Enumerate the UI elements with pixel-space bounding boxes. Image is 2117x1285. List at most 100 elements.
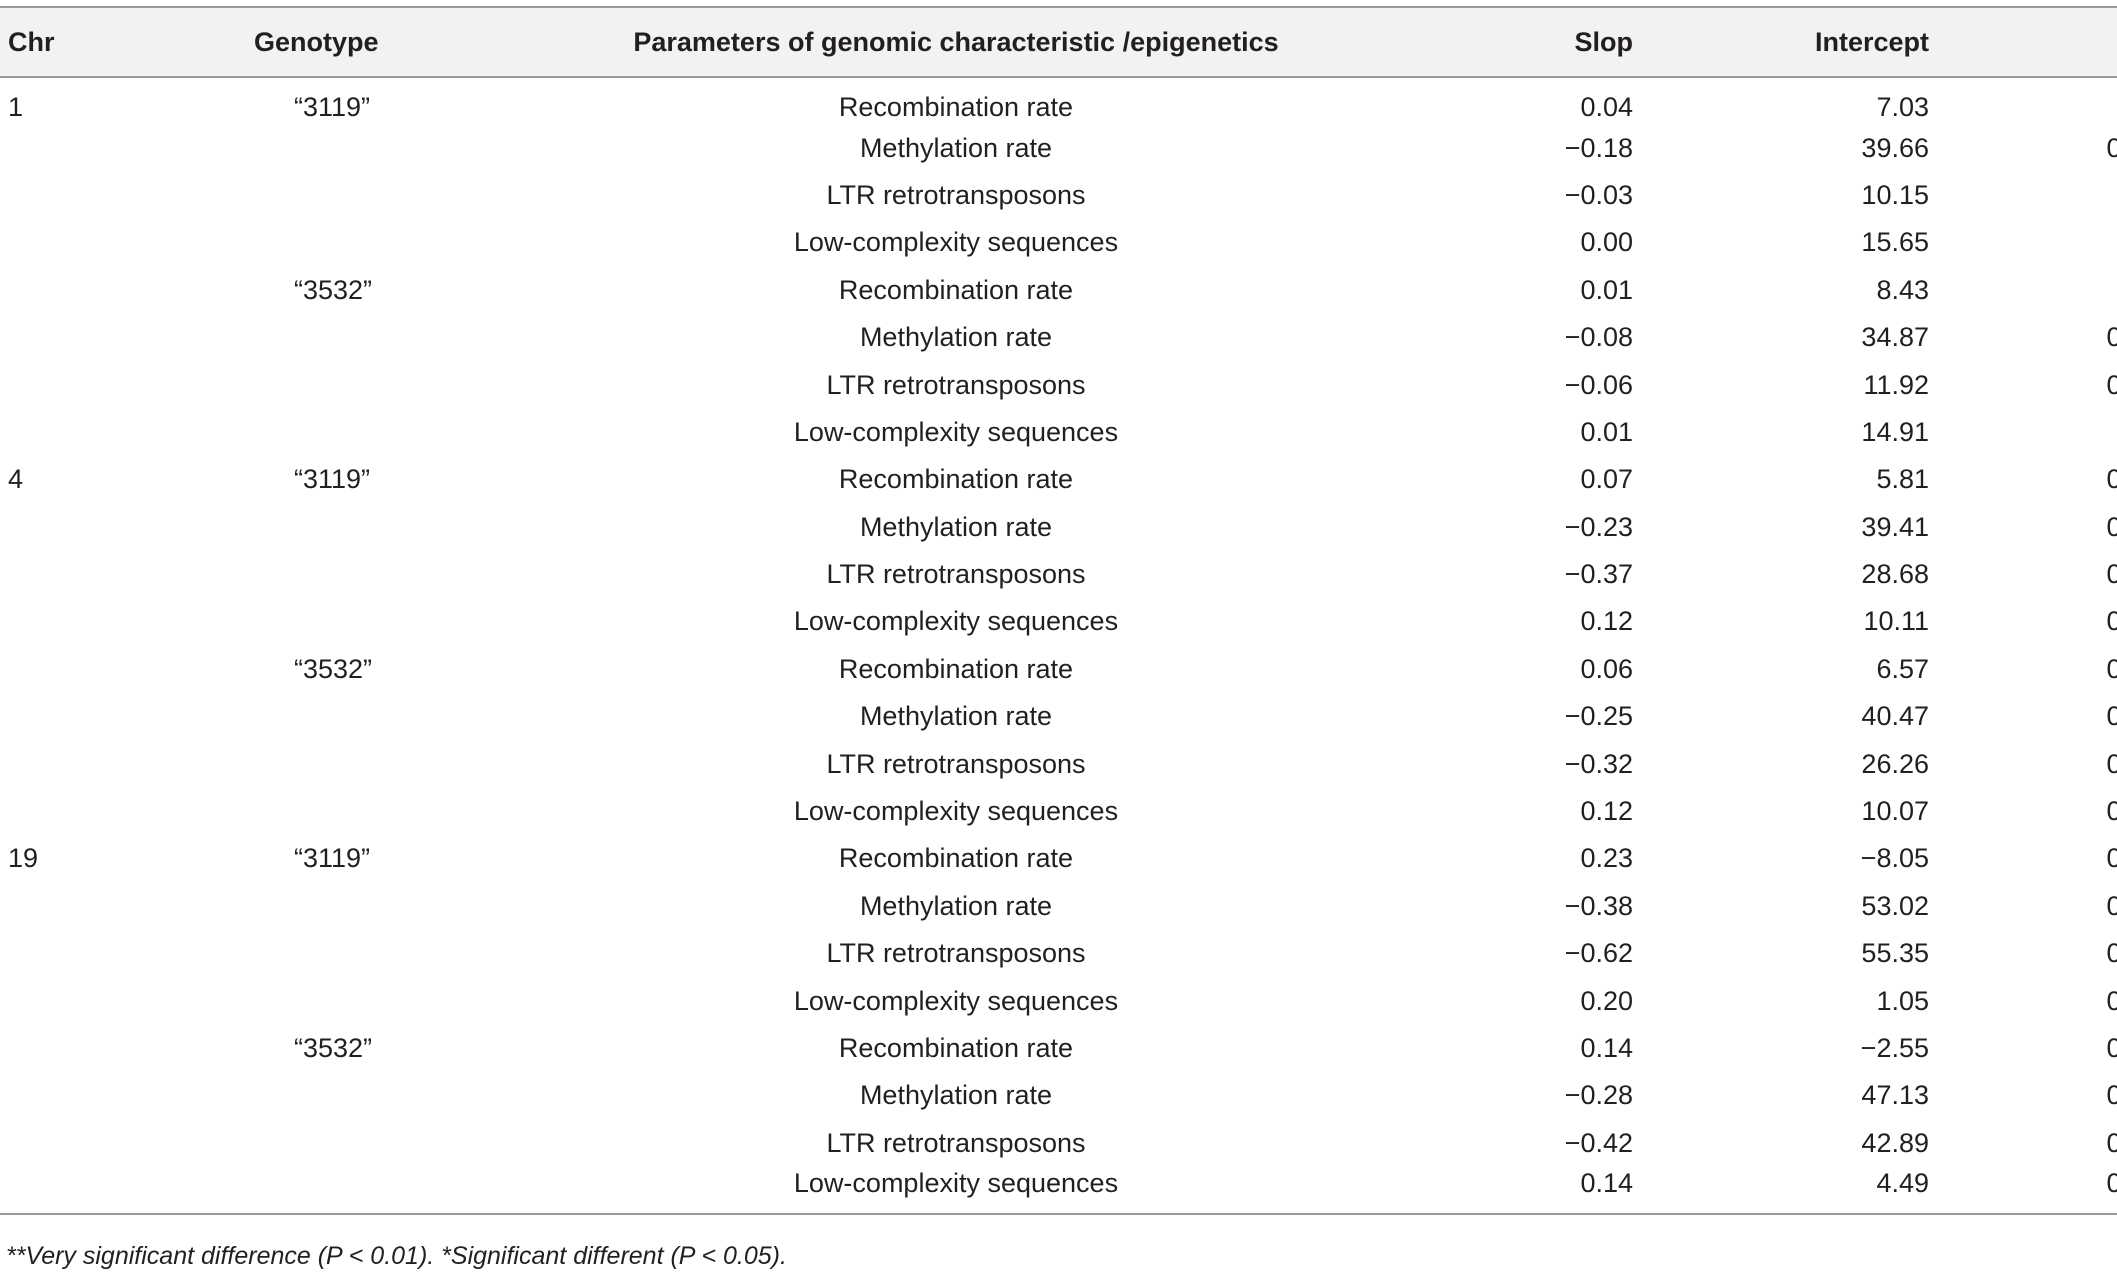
cell-slope: −0.06 [1564,369,1633,400]
r2-value-wrap: 0.10** [2106,133,2117,164]
r2-value: 0.00 [2106,653,2117,684]
table-row: Low-complexity sequences 0.14 4.49 0.08** [0,1167,2117,1215]
r2-value: 0.09 [2106,1127,2117,1158]
cell-r2: <0 [1937,77,2117,124]
cell-intercept: 28.68 [1861,559,1929,590]
cell-parameter: LTR retrotransposons [826,938,1086,969]
r2-value: 0.02 [2106,464,2117,495]
r2-value-wrap: 0.15** [2106,796,2117,827]
cell-slope: −0.03 [1564,179,1633,210]
cell-slope: 0.07 [1580,464,1633,495]
cell-slope: −0.25 [1564,701,1633,732]
cell-parameter: Methylation rate [859,1080,1053,1111]
cell-genotype [246,788,407,835]
cell-chr [0,267,246,314]
header-genotype: Genotype [246,6,407,78]
cell-chr [0,1167,246,1214]
r2-value-wrap: 0.15** [2106,512,2117,543]
r2-value: 0.16 [2106,701,2117,732]
cell-chr: 4 [8,464,24,495]
r2-value: 0.12 [2106,985,2117,1016]
cell-genotype [246,409,407,456]
cell-parameter: Low-complexity sequences [793,227,1119,258]
table-row: Methylation rate −0.23 39.41 0.15** [0,504,2117,551]
table-row: “3532” Recombination rate 0.06 6.57 0.00 [0,646,2117,693]
cell-parameter: Low-complexity sequences [793,416,1119,447]
cell-intercept: 11.92 [1863,369,1929,400]
r2-value: 0.15 [2106,748,2117,779]
cell-genotype: “3119” [294,843,371,874]
cell-chr [0,314,246,361]
cell-intercept: 55.35 [1861,938,1929,969]
table-row: Methylation rate −0.08 34.87 0.02 [0,314,2117,361]
cell-r2: 0.07* [1937,883,2117,930]
cell-intercept: 14.91 [1861,416,1929,447]
cell-r2: 0.21** [1937,551,2117,598]
cell-chr [0,361,246,408]
cell-slope: −0.62 [1564,938,1633,969]
cell-slope: 0.01 [1580,416,1633,447]
table-row: Low-complexity sequences 0.01 14.91 <0 [0,409,2117,456]
header-intercept: Intercept [1641,6,1937,78]
cell-genotype [246,504,407,551]
cell-genotype [246,551,407,598]
table-row: Methylation rate −0.28 47.13 0.04* [0,1072,2117,1119]
cell-intercept: 7.03 [1876,91,1929,122]
table-row: LTR retrotransposons −0.62 55.35 0.16** [0,930,2117,977]
cell-parameter: LTR retrotransposons [826,748,1086,779]
cell-r2: 0.15** [1937,740,2117,787]
cell-parameter: Recombination rate [838,1033,1074,1063]
cell-genotype: “3119” [294,464,371,495]
cell-r2: 0.12** [1937,977,2117,1024]
cell-chr [0,219,246,266]
r2-value-wrap: 0.21** [2106,559,2117,590]
cell-genotype [246,172,407,219]
cell-slope: 0.06 [1580,653,1633,684]
cell-r2: 0.15** [1937,504,2117,551]
cell-intercept: 40.47 [1861,701,1929,732]
table-row: 4 “3119” Recombination rate 0.07 5.81 0.02 [0,456,2117,503]
r2-value: 0.01 [2106,369,2117,400]
r2-value-wrap: 0.16** [2106,938,2117,969]
cell-parameter: Methylation rate [859,890,1053,921]
cell-intercept: 4.49 [1876,1167,1929,1198]
cell-r2: 0.16** [1937,598,2117,645]
cell-genotype [246,219,407,266]
table-row: “3532” Recombination rate 0.01 8.43 <0 [0,267,2117,314]
table-row: LTR retrotransposons −0.32 26.26 0.15** [0,740,2117,787]
cell-intercept: −8.05 [1860,843,1929,874]
r2-value-wrap: 0.02 [2106,464,2117,495]
table-row: LTR retrotransposons −0.37 28.68 0.21** [0,551,2117,598]
cell-chr: 1 [8,91,24,122]
cell-r2: 0.02 [1937,314,2117,361]
cell-chr [0,172,246,219]
r2-value: 0.08 [2106,1167,2117,1198]
table-row: LTR retrotransposons −0.06 11.92 0.01 [0,361,2117,408]
cell-r2: 0.09** [1937,1120,2117,1167]
cell-genotype [246,977,407,1024]
r2-value-wrap: 0.05* [2106,1033,2117,1064]
r2-value-wrap: 0.13** [2106,843,2117,874]
cell-slope: 0.00 [1580,227,1633,258]
cell-slope: 0.20 [1580,985,1633,1016]
cell-genotype: “3532” [294,274,373,305]
cell-intercept: 6.57 [1876,653,1929,684]
cell-chr [0,740,246,787]
cell-r2: 0.08** [1937,1167,2117,1214]
r2-value-wrap: 0.01 [2106,370,2117,401]
cell-intercept: 10.07 [1861,796,1929,827]
cell-intercept: 47.13 [1861,1080,1929,1111]
r2-value: 0.02 [2106,322,2117,353]
cell-parameter: Recombination rate [838,464,1074,495]
r2-value: 0.21 [2106,559,2117,590]
cell-slope: −0.37 [1564,559,1633,590]
table-row: Low-complexity sequences 0.20 1.05 0.12** [0,977,2117,1024]
r2-value-wrap: 0.00 [2106,654,2117,685]
r2-value-wrap: 0.12** [2106,986,2117,1017]
cell-slope: 0.14 [1580,1033,1633,1063]
cell-chr [0,788,246,835]
cell-intercept: −2.55 [1860,1033,1929,1063]
r2-value-wrap: 0.15** [2106,749,2117,780]
cell-intercept: 42.89 [1861,1127,1929,1158]
cell-parameter: Low-complexity sequences [793,985,1119,1016]
